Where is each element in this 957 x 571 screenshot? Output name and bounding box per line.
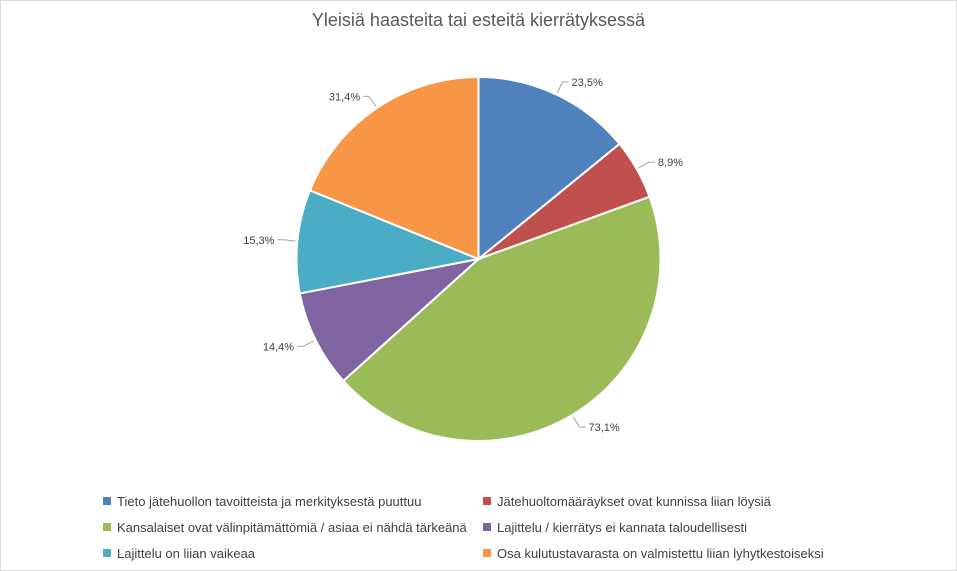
- chart-legend: Tieto jätehuollon tavoitteista ja merkit…: [103, 490, 863, 564]
- leader-line-6: [363, 95, 377, 107]
- data-label-6: 31,4%: [329, 91, 360, 103]
- pie-slice-6: [308, 75, 480, 261]
- pie-chart: 23,5% 8,9% 73,1% 14,4% 15,3% 31,4%: [243, 75, 683, 442]
- leader-line-2: [638, 161, 655, 169]
- data-label-1: 23,5%: [572, 77, 603, 89]
- pie-slice-1: [477, 75, 621, 262]
- leader-line-1: [556, 81, 569, 93]
- legend-item-1: Tieto jätehuollon tavoitteista ja merkit…: [103, 490, 483, 512]
- data-label-2: 8,9%: [658, 157, 683, 169]
- legend-swatch-6: [483, 549, 491, 557]
- legend-item-2: Jätehuoltomääräykset ovat kunnissa liian…: [483, 490, 863, 512]
- legend-label-3: Kansalaiset ovat välinpitämättömiä / asi…: [117, 519, 467, 535]
- data-label-3: 73,1%: [588, 422, 619, 434]
- leader-line-4: [297, 340, 315, 347]
- leader-line-3: [572, 416, 586, 428]
- legend-swatch-2: [483, 497, 491, 505]
- pie-slice-4: [298, 257, 482, 383]
- data-label-4: 14,4%: [263, 341, 294, 353]
- chart-title: Yleisiä haasteita tai esteitä kierrätyks…: [311, 10, 646, 30]
- legend-label-4: Lajittelu / kierrätys ei kannata taloude…: [497, 519, 748, 535]
- pie-slice-3: [341, 195, 662, 442]
- data-label-5: 15,3%: [243, 235, 274, 247]
- legend-swatch-1: [103, 497, 111, 505]
- legend-label-5: Lajittelu on liian vaikeaa: [117, 545, 256, 561]
- legend-swatch-3: [103, 523, 111, 531]
- legend-swatch-4: [483, 523, 491, 531]
- legend-item-3: Kansalaiset ovat välinpitämättömiä / asi…: [103, 516, 483, 538]
- legend-label-1: Tieto jätehuollon tavoitteista ja merkit…: [117, 493, 422, 509]
- legend-item-6: Osa kulutustavarasta on valmistettu liia…: [483, 542, 863, 564]
- legend-label-6: Osa kulutustavarasta on valmistettu liia…: [497, 545, 824, 561]
- legend-item-4: Lajittelu / kierrätys ei kannata taloude…: [483, 516, 863, 538]
- leader-line-5: [277, 239, 296, 242]
- legend-swatch-5: [103, 549, 111, 557]
- legend-item-5: Lajittelu on liian vaikeaa: [103, 542, 483, 564]
- pie-slice-5: [295, 189, 482, 295]
- legend-label-2: Jätehuoltomääräykset ovat kunnissa liian…: [497, 493, 771, 509]
